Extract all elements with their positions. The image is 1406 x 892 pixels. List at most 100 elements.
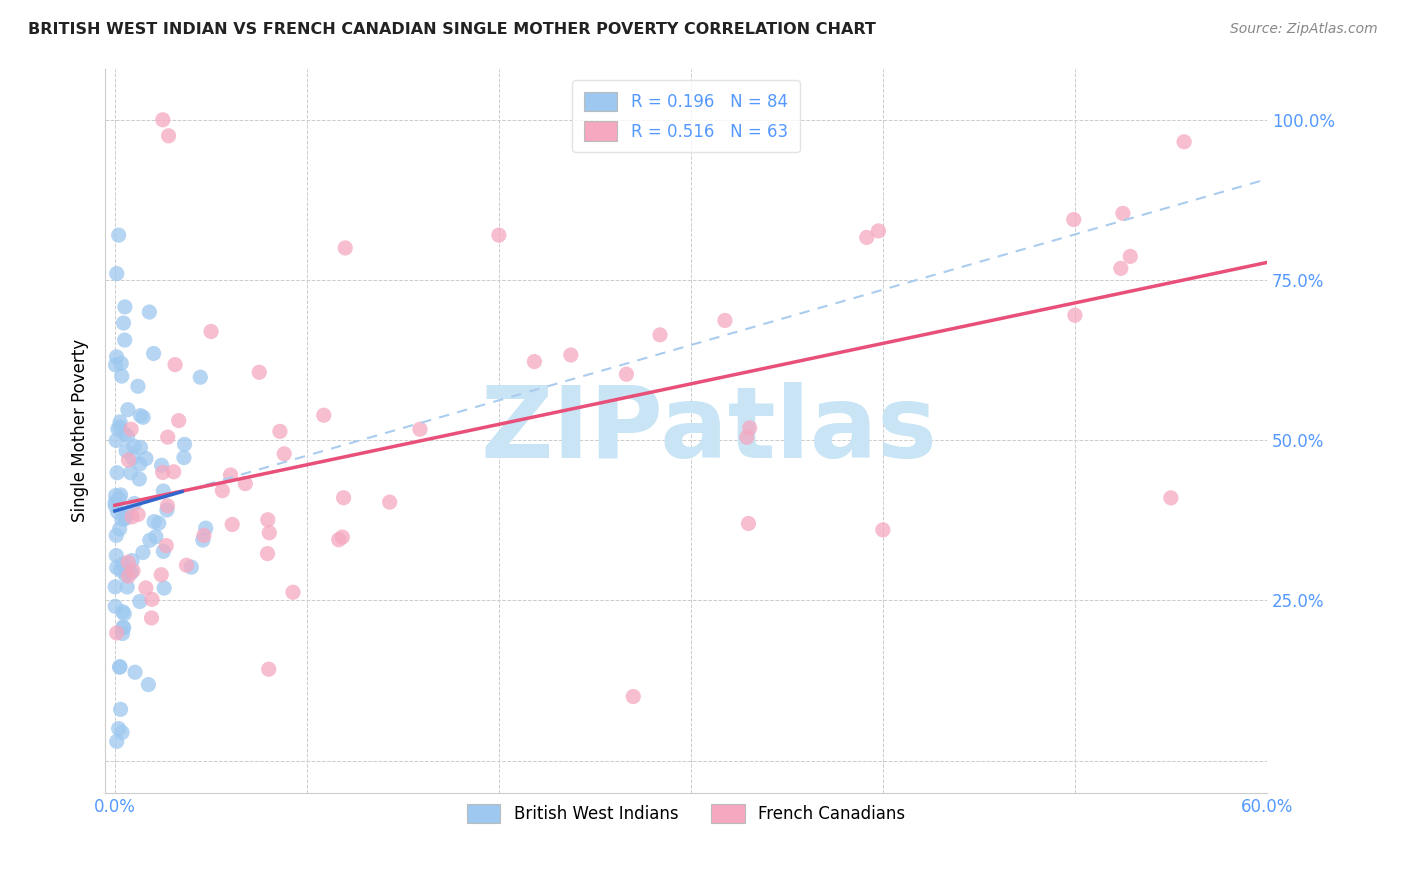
Point — [152, 112, 174, 127]
Point — [273, 447, 295, 461]
Point — [152, 544, 174, 558]
Point — [141, 592, 163, 607]
Point — [107, 722, 129, 736]
Point — [117, 555, 139, 569]
Point — [868, 224, 890, 238]
Point — [332, 530, 354, 544]
Point — [120, 566, 142, 580]
Point — [157, 128, 180, 143]
Point — [105, 560, 128, 574]
Text: Source: ZipAtlas.com: Source: ZipAtlas.com — [1230, 22, 1378, 37]
Point — [108, 522, 131, 536]
Point — [1119, 249, 1142, 263]
Point — [312, 409, 335, 423]
Point — [104, 599, 127, 614]
Point — [855, 230, 877, 244]
Text: BRITISH WEST INDIAN VS FRENCH CANADIAN SINGLE MOTHER POVERTY CORRELATION CHART: BRITISH WEST INDIAN VS FRENCH CANADIAN S… — [28, 22, 876, 37]
Point — [114, 426, 136, 441]
Point — [738, 421, 761, 435]
Point — [332, 491, 354, 505]
Point — [219, 467, 242, 482]
Point — [1109, 261, 1132, 276]
Point — [167, 414, 190, 428]
Point — [156, 430, 179, 444]
Point — [1063, 308, 1085, 322]
Point — [111, 626, 134, 640]
Point — [115, 505, 138, 519]
Point — [191, 533, 214, 547]
Point — [104, 499, 127, 513]
Point — [111, 369, 134, 384]
Point — [111, 557, 134, 571]
Point — [737, 516, 759, 531]
Point — [132, 410, 155, 425]
Point — [142, 346, 165, 360]
Point — [124, 496, 146, 510]
Point — [221, 517, 243, 532]
Point — [120, 466, 142, 480]
Point — [104, 489, 127, 503]
Point — [648, 327, 671, 342]
Point — [105, 528, 128, 542]
Point — [156, 499, 179, 513]
Point — [257, 662, 280, 676]
Point — [127, 379, 149, 393]
Point — [117, 429, 139, 443]
Point — [141, 611, 163, 625]
Point — [156, 503, 179, 517]
Point — [150, 567, 173, 582]
Point — [155, 539, 177, 553]
Point — [488, 228, 510, 243]
Point — [111, 725, 134, 739]
Point — [335, 241, 357, 255]
Point — [117, 453, 139, 467]
Point — [120, 422, 142, 436]
Point — [129, 409, 152, 423]
Point — [111, 605, 134, 619]
Point — [132, 545, 155, 559]
Point — [105, 267, 128, 281]
Point — [121, 553, 143, 567]
Point — [138, 305, 160, 319]
Point — [153, 581, 176, 595]
Point — [104, 358, 127, 372]
Point — [129, 441, 152, 455]
Point — [108, 420, 131, 434]
Point — [150, 458, 173, 473]
Point — [121, 509, 143, 524]
Text: ZIPatlas: ZIPatlas — [481, 382, 938, 479]
Point — [152, 483, 174, 498]
Point — [269, 425, 291, 439]
Point — [145, 530, 167, 544]
Point — [114, 568, 136, 582]
Point — [872, 523, 894, 537]
Point — [152, 466, 174, 480]
Point — [107, 228, 129, 243]
Point — [112, 607, 135, 621]
Point — [1112, 206, 1135, 220]
Point — [128, 594, 150, 608]
Point — [1173, 135, 1195, 149]
Legend: British West Indians, French Canadians: British West Indians, French Canadians — [456, 792, 917, 835]
Point — [124, 665, 146, 680]
Point — [193, 528, 215, 542]
Point — [256, 547, 278, 561]
Point — [247, 365, 270, 379]
Point — [111, 512, 134, 526]
Point — [114, 333, 136, 347]
Point — [114, 510, 136, 524]
Point — [176, 558, 198, 573]
Point — [110, 488, 132, 502]
Point — [117, 402, 139, 417]
Point — [128, 457, 150, 471]
Point — [112, 316, 135, 330]
Point — [148, 516, 170, 530]
Point — [108, 415, 131, 429]
Point — [1063, 212, 1085, 227]
Point — [409, 422, 432, 436]
Point — [112, 621, 135, 635]
Point — [105, 549, 128, 563]
Point — [1160, 491, 1182, 505]
Point — [139, 533, 162, 548]
Point — [107, 505, 129, 519]
